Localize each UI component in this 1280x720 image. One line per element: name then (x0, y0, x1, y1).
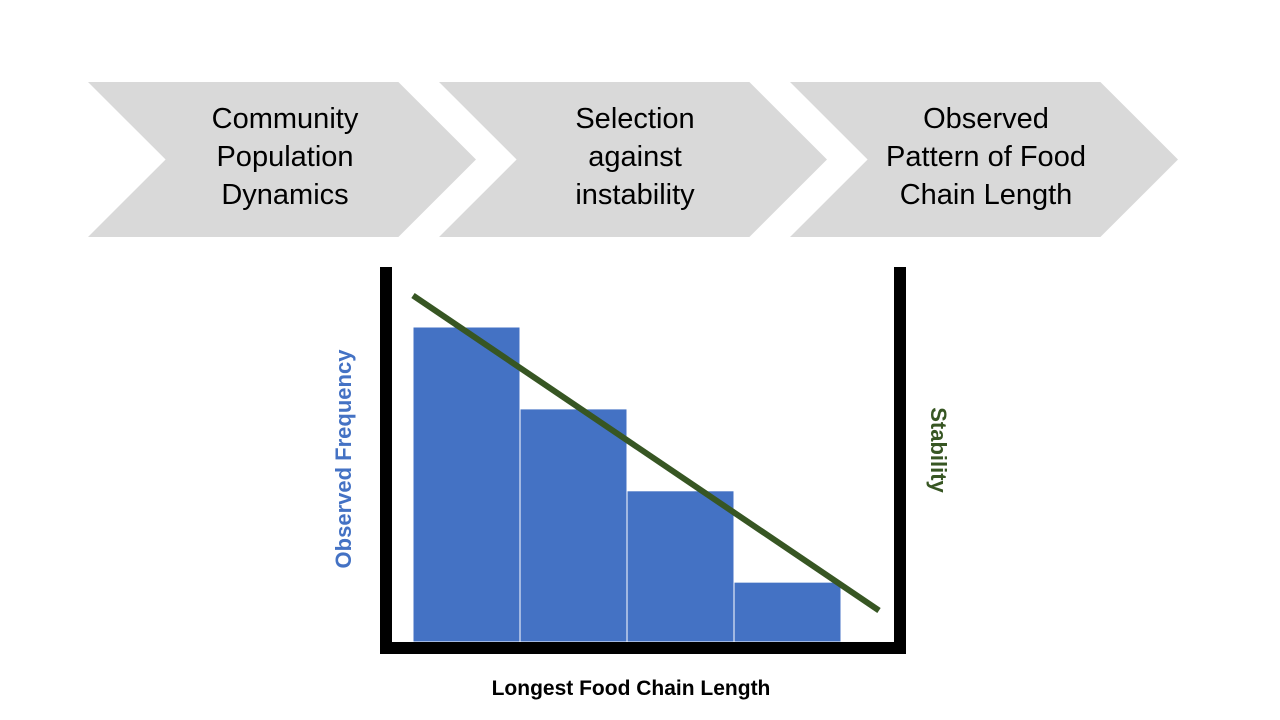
process-step-1-label: Community Population Dynamics (211, 103, 359, 211)
y-axis-label-observed-frequency: Observed Frequency (331, 349, 356, 569)
histogram-bar-2 (519, 408, 628, 643)
process-step-2-label: Selection against instability (575, 103, 695, 211)
histogram-bar-4 (733, 581, 842, 643)
histogram-bar-1 (412, 326, 521, 643)
y2-axis-label-stability: Stability (926, 407, 951, 493)
histogram-bar-3 (626, 490, 735, 643)
process-step-3-label: Observed Pattern of Food Chain Length (886, 103, 1086, 211)
x-axis-label: Longest Food Chain Length (491, 677, 771, 700)
stability-trend-line (411, 293, 881, 613)
